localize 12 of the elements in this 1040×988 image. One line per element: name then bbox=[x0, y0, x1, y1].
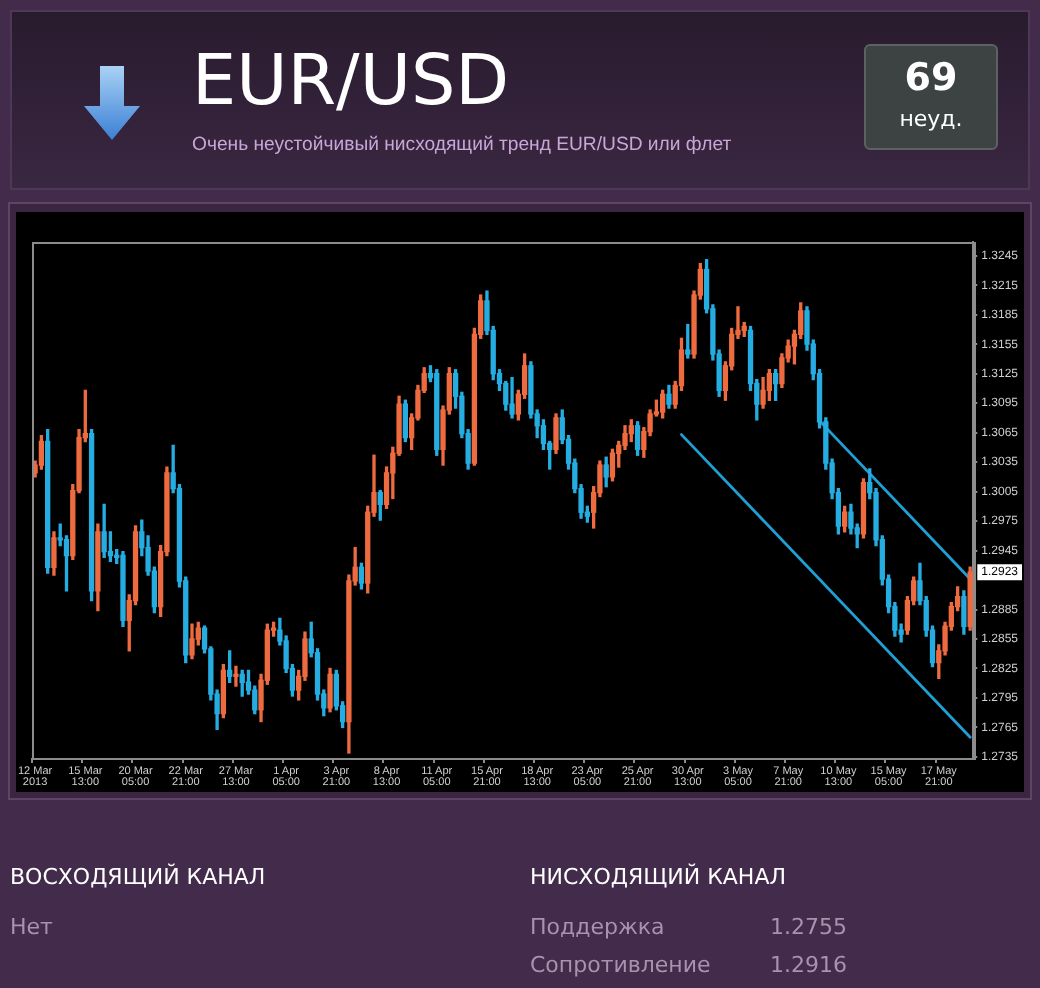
text: неуд. bbox=[897, 106, 965, 134]
text: НИСХОДЯЩИЙ КАНАЛ bbox=[530, 862, 786, 892]
text: 1.2755 bbox=[770, 912, 847, 942]
text: Сопротивление bbox=[530, 950, 711, 980]
text: ВОСХОДЯЩИЙ КАНАЛ bbox=[10, 862, 266, 892]
text: 69 bbox=[902, 56, 960, 100]
text: 1.2916 bbox=[770, 950, 847, 980]
candlestick bbox=[233, 665, 239, 687]
text: Нет bbox=[10, 912, 53, 942]
chart-subtitle: Очень неустойчивый нисходящий тренд EUR/USD или флет bbox=[192, 132, 732, 158]
chart-title: EUR/USD bbox=[192, 40, 510, 124]
text: Поддержка bbox=[530, 912, 665, 942]
